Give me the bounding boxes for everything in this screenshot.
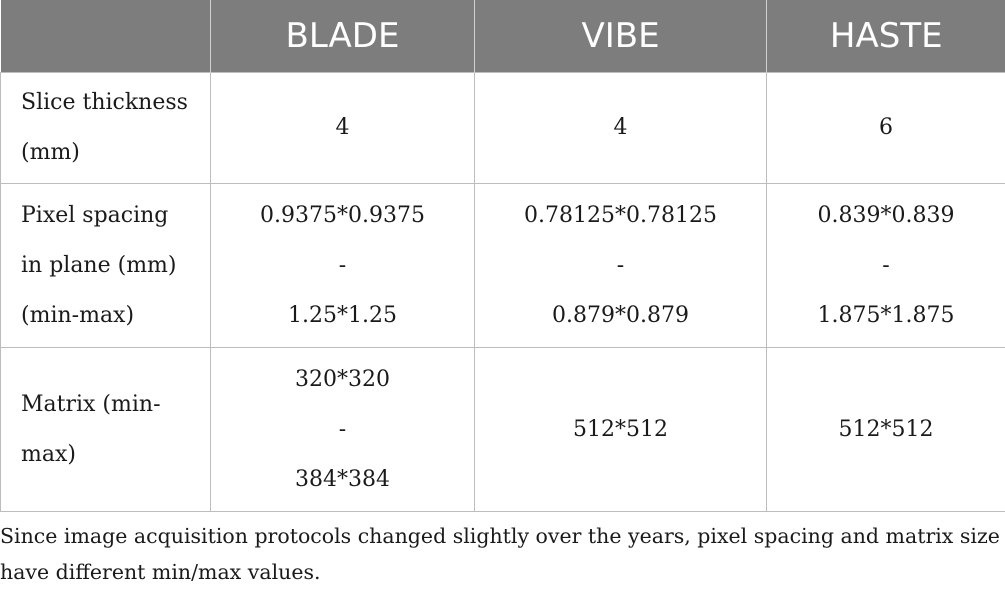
row-label-slice-thickness: Slice thickness (mm): [0, 72, 211, 184]
cell-value: 512*512: [573, 416, 668, 442]
cell-matrix-haste: 512*512: [766, 347, 1005, 512]
cell-value: 1.25*1.25: [288, 302, 397, 328]
cell-value: -: [338, 252, 347, 278]
cell-value: 0.879*0.879: [552, 302, 689, 328]
cell-slice-thickness-haste: 6: [766, 72, 1005, 184]
row-label-pixel-spacing: Pixel spacing in plane (mm) (min-max): [0, 183, 211, 348]
header-vibe: VIBE: [474, 0, 767, 73]
cell-pixel-spacing-vibe: 0.78125*0.78125 - 0.879*0.879: [474, 183, 767, 348]
cell-value: 320*320: [295, 366, 390, 392]
cell-pixel-spacing-haste: 0.839*0.839 - 1.875*1.875: [766, 183, 1005, 348]
header-empty: [0, 0, 211, 73]
cell-value: 0.78125*0.78125: [524, 202, 717, 228]
cell-value: 384*384: [295, 466, 390, 492]
label-line: (min-max): [21, 302, 135, 328]
cell-value: 6: [879, 115, 893, 140]
cell-value: 1.875*1.875: [817, 302, 955, 328]
table-header-row: BLADE VIBE HASTE: [0, 0, 1005, 73]
cell-matrix-blade: 320*320 - 384*384: [210, 347, 475, 512]
cell-slice-thickness-vibe: 4: [474, 72, 767, 184]
label-line: Slice thickness: [21, 90, 188, 115]
table-footnote: Since image acquisition protocols change…: [0, 524, 1000, 584]
cell-value: 4: [613, 115, 628, 140]
cell-value: -: [616, 252, 625, 278]
cell-value: -: [338, 416, 347, 442]
table-row-slice-thickness: Slice thickness (mm) 4 4 6: [0, 72, 1005, 184]
cell-slice-thickness-blade: 4: [210, 72, 475, 184]
label-line: Pixel spacing: [21, 202, 169, 228]
mri-parameters-table: BLADE VIBE HASTE Slice thickness (mm) 4 …: [0, 0, 1005, 512]
header-haste: HASTE: [766, 0, 1005, 73]
cell-pixel-spacing-blade: 0.9375*0.9375 - 1.25*1.25: [210, 183, 475, 348]
cell-value: 4: [335, 115, 350, 140]
label-line: in plane (mm): [21, 252, 177, 278]
cell-value: 0.839*0.839: [817, 202, 955, 228]
table-row-pixel-spacing: Pixel spacing in plane (mm) (min-max) 0.…: [0, 183, 1005, 348]
label-line: max): [21, 441, 76, 467]
cell-value: -: [882, 252, 890, 278]
label-line: (mm): [21, 140, 80, 165]
table-row-matrix: Matrix (min- max) 320*320 - 384*384 512*…: [0, 347, 1005, 512]
cell-value: 0.9375*0.9375: [260, 202, 425, 228]
cell-matrix-vibe: 512*512: [474, 347, 767, 512]
parameters-table-container: BLADE VIBE HASTE Slice thickness (mm) 4 …: [0, 0, 1005, 512]
row-label-matrix: Matrix (min- max): [0, 347, 211, 512]
header-blade: BLADE: [210, 0, 475, 73]
label-line: Matrix (min-: [21, 391, 161, 417]
cell-value: 512*512: [838, 416, 934, 442]
